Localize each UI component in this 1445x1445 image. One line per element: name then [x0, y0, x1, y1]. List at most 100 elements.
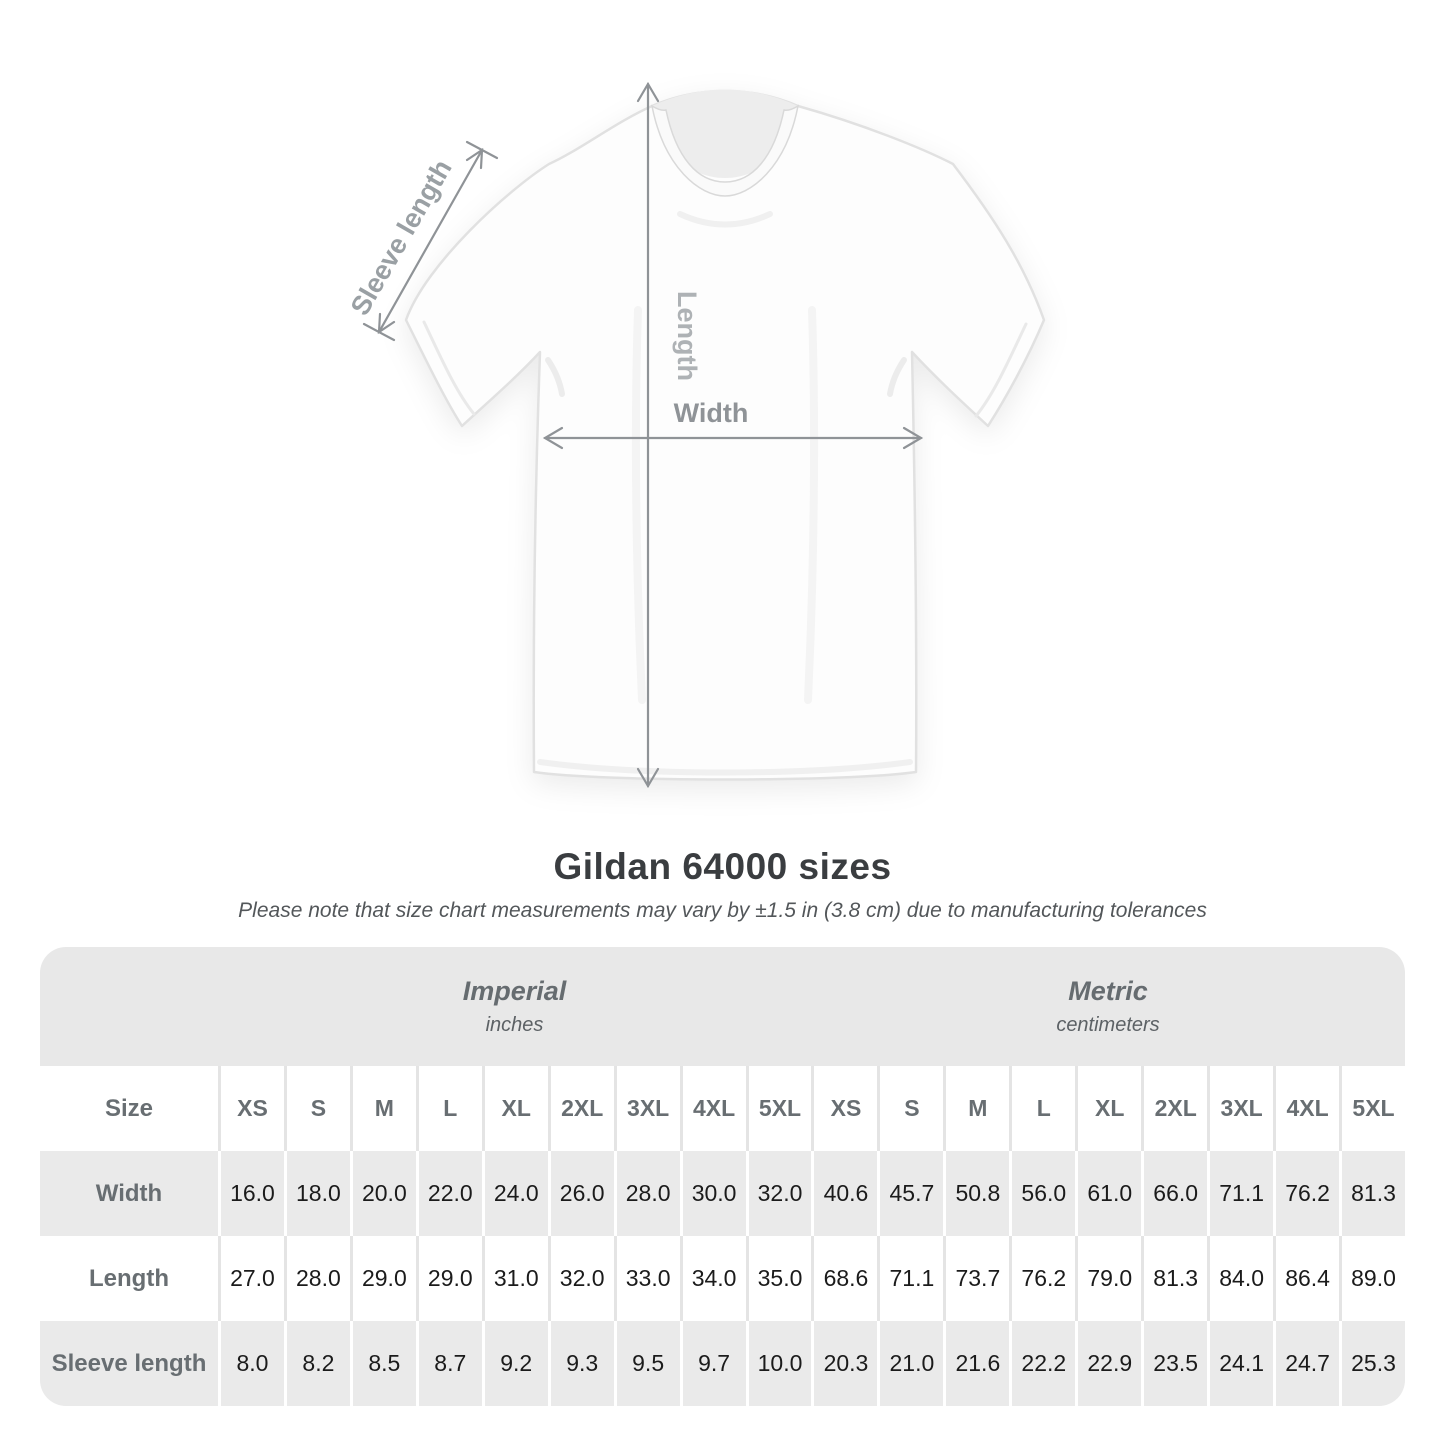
imperial-header: Imperial inches — [218, 947, 811, 1066]
size-value-cell: 76.2 — [1273, 1151, 1339, 1236]
size-header-cell: S — [283, 1066, 350, 1151]
size-value-cell: 20.0 — [349, 1151, 416, 1236]
size-value-cell: 29.0 — [349, 1236, 416, 1321]
size-value-cell: 24.0 — [481, 1151, 548, 1236]
size-value-cell: 20.3 — [811, 1321, 877, 1406]
tshirt-image — [404, 89, 1046, 781]
row-label: Width — [95, 1179, 163, 1207]
width-arrow — [542, 426, 924, 450]
size-header-cell: L — [415, 1066, 482, 1151]
tolerance-note: Please note that size chart measurements… — [238, 899, 1207, 922]
size-header-cell: M — [349, 1066, 416, 1151]
size-value-cell: 81.3 — [1339, 1151, 1405, 1236]
size-table: Imperial inches Metric centimeters Size … — [40, 947, 1405, 1406]
tshirt-diagram: Sleeve length Length Width — [345, 81, 1046, 789]
size-header-cell: 3XL — [1207, 1066, 1273, 1151]
size-value-cell: 27.0 — [218, 1236, 284, 1321]
size-value-cell: 34.0 — [679, 1236, 746, 1321]
size-header-cell: S — [877, 1066, 943, 1151]
size-value-cell: 8.2 — [283, 1321, 350, 1406]
size-value-cell: 33.0 — [613, 1236, 680, 1321]
size-value-cell: 50.8 — [943, 1151, 1009, 1236]
size-value-cell: 28.0 — [283, 1236, 350, 1321]
imperial-sublabel: inches — [485, 1014, 544, 1036]
size-value-cell: 21.6 — [943, 1321, 1009, 1406]
size-value-cell: 10.0 — [745, 1321, 812, 1406]
size-value-cell: 18.0 — [283, 1151, 350, 1236]
size-value-cell: 45.7 — [877, 1151, 943, 1236]
table-row-width: Width 16.0 18.0 20.0 22.0 24.0 26.0 28.0… — [40, 1151, 1405, 1236]
size-value-cell: 24.1 — [1207, 1321, 1273, 1406]
size-value-cell: 79.0 — [1075, 1236, 1141, 1321]
size-value-cell: 22.9 — [1075, 1321, 1141, 1406]
size-value-cell: 61.0 — [1075, 1151, 1141, 1236]
length-label: Length — [672, 291, 702, 381]
size-value-cell: 22.2 — [1009, 1321, 1075, 1406]
table-row-sleeve-length: Sleeve length 8.0 8.2 8.5 8.7 9.2 9.3 9.… — [40, 1321, 1405, 1406]
size-value-cell: 68.6 — [811, 1236, 877, 1321]
size-value-cell: 8.5 — [349, 1321, 416, 1406]
size-header-cell: XS — [218, 1066, 284, 1151]
metric-header: Metric centimeters — [811, 947, 1405, 1066]
size-header-cell: 2XL — [1141, 1066, 1207, 1151]
size-value-cell: 31.0 — [481, 1236, 548, 1321]
size-value-cell: 73.7 — [943, 1236, 1009, 1321]
metric-sublabel: centimeters — [1056, 1014, 1160, 1036]
tshirt-shading — [422, 211, 1028, 776]
size-value-cell: 71.1 — [877, 1236, 943, 1321]
page-title: Gildan 64000 sizes — [553, 846, 892, 887]
size-value-cell: 16.0 — [218, 1151, 284, 1236]
size-value-cell: 9.3 — [547, 1321, 614, 1406]
size-header-cell: XL — [481, 1066, 548, 1151]
size-value-cell: 35.0 — [745, 1236, 812, 1321]
size-value-cell: 66.0 — [1141, 1151, 1207, 1236]
size-value-cell: 76.2 — [1009, 1236, 1075, 1321]
size-value-cell: 8.0 — [218, 1321, 284, 1406]
size-value-cell: 28.0 — [613, 1151, 680, 1236]
size-value-cell: 86.4 — [1273, 1236, 1339, 1321]
table-row-length: Length 27.0 28.0 29.0 29.0 31.0 32.0 33.… — [40, 1236, 1405, 1321]
size-value-cell: 81.3 — [1141, 1236, 1207, 1321]
size-value-cell: 71.1 — [1207, 1151, 1273, 1236]
size-header-cell: 2XL — [547, 1066, 614, 1151]
sleeve-length-arrow — [362, 140, 499, 342]
size-header-cell: 5XL — [745, 1066, 812, 1151]
size-value-cell: 8.7 — [415, 1321, 482, 1406]
size-value-cell: 26.0 — [547, 1151, 614, 1236]
size-value-cell: 23.5 — [1141, 1321, 1207, 1406]
size-value-cell: 32.0 — [547, 1236, 614, 1321]
units-header-band: Imperial inches Metric centimeters — [40, 947, 1405, 1066]
size-value-cell: 84.0 — [1207, 1236, 1273, 1321]
width-label: Width — [674, 398, 749, 428]
size-value-cell: 25.3 — [1339, 1321, 1405, 1406]
size-header-cell: M — [943, 1066, 1009, 1151]
size-value-cell: 89.0 — [1339, 1236, 1405, 1321]
size-value-cell: 9.7 — [679, 1321, 746, 1406]
length-arrow — [636, 81, 660, 789]
row-label: Length — [89, 1264, 169, 1292]
size-header-cell: L — [1009, 1066, 1075, 1151]
size-column-header: Size — [104, 1094, 154, 1122]
metric-label: Metric — [1068, 976, 1148, 1006]
size-value-cell: 56.0 — [1009, 1151, 1075, 1236]
tshirt-diagram-svg: Sleeve length Length Width — [345, 81, 1046, 789]
size-header-cell: XL — [1075, 1066, 1141, 1151]
size-value-cell: 40.6 — [811, 1151, 877, 1236]
size-value-cell: 21.0 — [877, 1321, 943, 1406]
size-header-cell: 5XL — [1339, 1066, 1405, 1151]
size-value-cell: 32.0 — [745, 1151, 812, 1236]
imperial-label: Imperial — [462, 976, 567, 1006]
size-value-cell: 9.2 — [481, 1321, 548, 1406]
size-header-cell: 4XL — [679, 1066, 746, 1151]
size-value-cell: 22.0 — [415, 1151, 482, 1236]
size-header-cell: XS — [811, 1066, 877, 1151]
size-value-cell: 30.0 — [679, 1151, 746, 1236]
size-value-cell: 9.5 — [613, 1321, 680, 1406]
size-value-cell: 29.0 — [415, 1236, 482, 1321]
size-header-cell: 4XL — [1273, 1066, 1339, 1151]
size-value-cell: 24.7 — [1273, 1321, 1339, 1406]
size-header-cell: 3XL — [613, 1066, 680, 1151]
row-label: Sleeve length — [51, 1349, 207, 1377]
size-header-row: Size XS S M L XL 2XL 3XL 4XL 5XL XS S M … — [40, 1066, 1405, 1151]
